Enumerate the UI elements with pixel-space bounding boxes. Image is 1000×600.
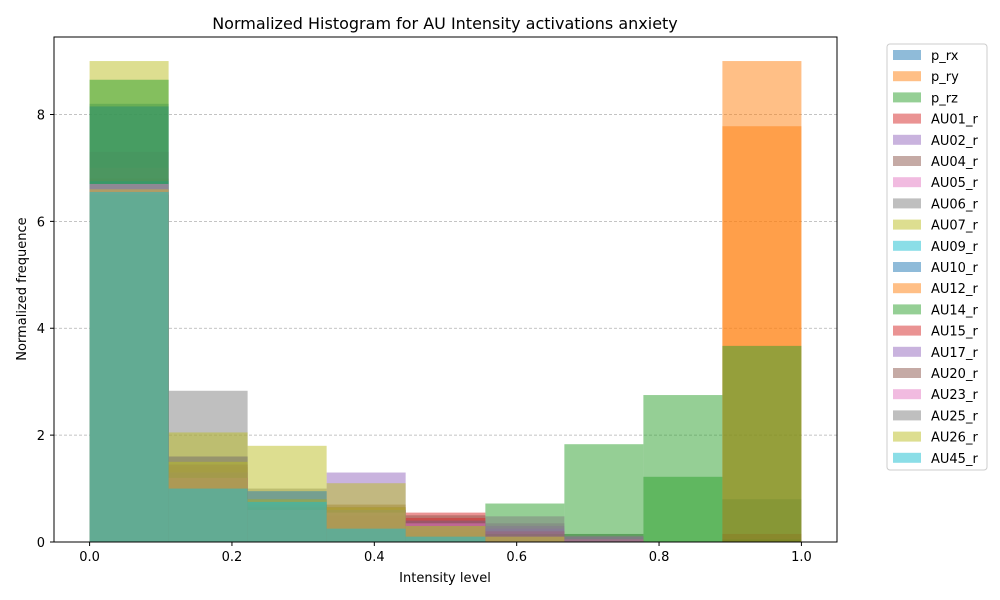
- legend-swatch: [893, 240, 921, 251]
- legend-swatch: [893, 71, 921, 82]
- legend-item: AU09_r: [893, 240, 978, 255]
- x-axis-ticks: 0.0 0.2 0.4 0.6 0.8 1.0: [79, 542, 812, 565]
- legend-label: p_rx: [931, 49, 959, 64]
- legend-item: AU25_r: [893, 409, 978, 424]
- legend-item: AU05_r: [893, 176, 978, 191]
- legend-item: AU45_r: [893, 452, 978, 467]
- x-tick-label: 0.0: [79, 550, 100, 565]
- series-AU45_r: [89, 191, 486, 542]
- legend-item: AU20_r: [893, 367, 978, 382]
- legend-label: AU26_r: [931, 431, 978, 446]
- legend-swatch: [893, 113, 921, 124]
- legend-item: p_ry: [893, 70, 959, 85]
- plot-frame: [53, 36, 838, 543]
- legend-item: AU17_r: [893, 346, 978, 361]
- y-tick-label: 2: [37, 429, 45, 444]
- x-tick-label: 0.4: [364, 550, 385, 565]
- legend-swatch: [893, 389, 921, 400]
- legend-item: p_rz: [893, 91, 958, 106]
- x-tick-label: 0.8: [649, 550, 670, 565]
- legend-label: AU02_r: [931, 134, 978, 149]
- y-axis-label: Normalized frequence: [15, 217, 30, 360]
- legend-swatch: [893, 262, 921, 272]
- bar: [326, 528, 406, 542]
- legend-swatch: [893, 410, 921, 421]
- legend-label: AU07_r: [931, 219, 978, 234]
- bar: [168, 488, 248, 542]
- legend-item: AU14_r: [893, 303, 978, 318]
- legend-item: AU04_r: [893, 155, 978, 170]
- bar: [247, 501, 327, 542]
- legend-label: AU17_r: [931, 346, 978, 361]
- legend-item: AU02_r: [893, 134, 978, 149]
- y-axis-ticks: 0 2 4 6 8: [37, 108, 54, 551]
- legend-swatch: [893, 368, 921, 378]
- legend-item: AU10_r: [893, 261, 978, 276]
- legend-label: AU01_r: [931, 113, 978, 128]
- legend-label: AU05_r: [931, 176, 978, 191]
- histogram-bars: [89, 61, 802, 543]
- legend-swatch: [893, 134, 921, 145]
- legend-swatch: [893, 92, 921, 103]
- legend-label: AU09_r: [931, 240, 978, 255]
- legend-swatch: [893, 198, 921, 209]
- y-tick-label: 0: [37, 536, 45, 551]
- y-tick-label: 4: [37, 322, 45, 337]
- x-tick-label: 0.6: [506, 550, 527, 565]
- legend-swatch: [893, 219, 921, 230]
- legend-label: AU23_r: [931, 388, 978, 403]
- legend-label: AU04_r: [931, 155, 978, 170]
- y-tick-label: 6: [37, 215, 45, 230]
- bar: [485, 536, 565, 542]
- bar: [564, 535, 644, 542]
- legend-label: AU45_r: [931, 452, 978, 467]
- legend-label: AU06_r: [931, 197, 978, 212]
- x-axis-label: Intensity level: [399, 571, 491, 586]
- legend-swatch: [893, 304, 921, 315]
- legend-swatch: [893, 50, 921, 60]
- legend-label: AU15_r: [931, 325, 978, 340]
- x-tick-label: 1.0: [791, 550, 812, 565]
- legend-item: AU06_r: [893, 197, 978, 212]
- legend-item: AU07_r: [893, 219, 978, 234]
- bar: [89, 191, 169, 542]
- legend-item: AU12_r: [893, 282, 978, 297]
- bar: [564, 444, 644, 542]
- legend-swatch: [893, 346, 921, 357]
- legend-label: AU20_r: [931, 367, 978, 382]
- legend-frame: [886, 43, 988, 471]
- legend-label: p_rz: [931, 91, 958, 106]
- legend-item: AU26_r: [893, 431, 978, 446]
- bar: [722, 345, 802, 542]
- legend-item: AU01_r: [893, 113, 978, 128]
- bar: [405, 536, 486, 542]
- legend-swatch: [893, 452, 921, 463]
- legend-swatch: [893, 283, 921, 294]
- legend: p_rx p_ry p_rz AU01_r AU02_r AU04_r AU05_r AU06…: [886, 43, 988, 471]
- legend-swatch: [893, 177, 921, 188]
- legend-item: AU15_r: [893, 325, 978, 340]
- bar: [643, 476, 723, 542]
- legend-label: AU12_r: [931, 282, 978, 297]
- legend-label: AU25_r: [931, 409, 978, 424]
- x-tick-label: 0.2: [222, 550, 243, 565]
- legend-item: AU23_r: [893, 388, 978, 403]
- legend-swatch: [893, 156, 921, 166]
- legend-item: p_rx: [893, 49, 959, 64]
- y-tick-label: 8: [37, 108, 45, 123]
- legend-swatch: [893, 325, 921, 336]
- legend-swatch: [893, 431, 921, 442]
- legend-label: AU10_r: [931, 261, 978, 276]
- legend-label: AU14_r: [931, 303, 978, 318]
- legend-label: p_ry: [931, 70, 959, 85]
- chart-title: Normalized Histogram for AU Intensity ac…: [212, 14, 678, 33]
